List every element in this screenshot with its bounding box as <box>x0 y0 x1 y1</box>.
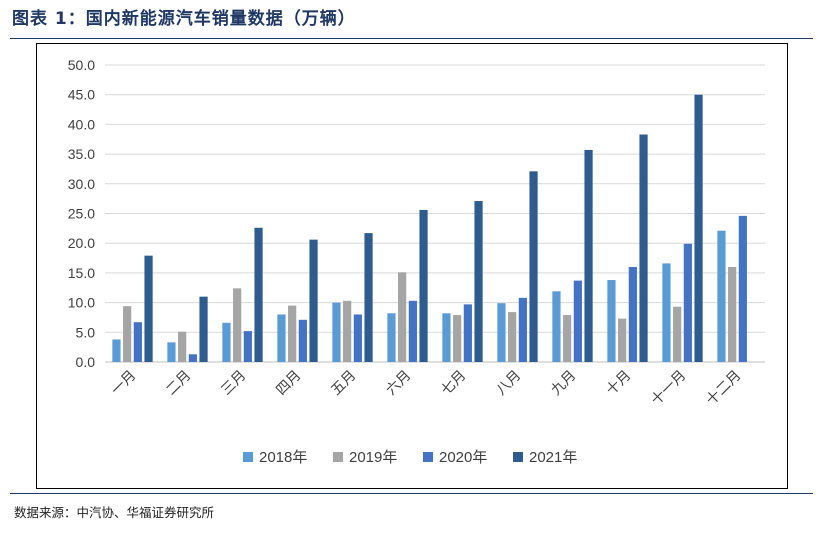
x-tick-label: 五月 <box>328 368 359 399</box>
x-tick-label: 三月 <box>218 368 249 399</box>
bar-2020年-三月 <box>243 331 252 362</box>
legend-label: 2019年 <box>349 449 397 466</box>
bar-2020年-一月 <box>133 322 142 362</box>
source-note: 数据来源：中汽协、华福证券研究所 <box>14 505 215 520</box>
y-tick-label: 40.0 <box>68 116 95 132</box>
bar-2019年-一月 <box>123 306 132 362</box>
y-tick-label: 0.0 <box>76 354 96 370</box>
bar-2021年-十月 <box>639 134 648 362</box>
legend-swatch <box>243 452 253 462</box>
bar-2018年-一月 <box>112 339 121 362</box>
bar-2020年-七月 <box>463 304 472 362</box>
bar-2020年-六月 <box>408 300 417 362</box>
bar-2019年-十一月 <box>673 306 682 362</box>
bar-2020年-二月 <box>188 354 197 362</box>
bar-2019年-八月 <box>508 312 517 362</box>
legend-swatch <box>513 452 523 462</box>
y-tick-label: 10.0 <box>68 295 95 311</box>
bar-2018年-四月 <box>277 314 286 362</box>
bar-2018年-五月 <box>332 302 341 362</box>
y-tick-label: 25.0 <box>68 206 95 222</box>
bar-2021年-九月 <box>584 149 593 362</box>
y-tick-label: 45.0 <box>68 87 95 103</box>
bar-2021年-一月 <box>144 255 153 362</box>
bar-2020年-五月 <box>353 314 362 362</box>
bar-2018年-十二月 <box>717 230 726 362</box>
bar-2020年-四月 <box>298 319 307 362</box>
bar-2019年-六月 <box>398 272 407 362</box>
bar-2018年-二月 <box>167 342 176 362</box>
bar-2018年-七月 <box>442 313 451 362</box>
y-tick-label: 35.0 <box>68 146 95 162</box>
bar-2020年-十二月 <box>738 215 747 362</box>
x-tick-label: 四月 <box>273 368 304 399</box>
bar-2019年-十二月 <box>728 266 737 362</box>
y-tick-label: 15.0 <box>68 265 95 281</box>
legend: 2018年 2019年 2020年 2021年 <box>243 449 577 466</box>
bar-2019年-五月 <box>343 300 352 362</box>
bars <box>112 94 747 362</box>
bar-2021年-四月 <box>309 239 318 362</box>
bar-2018年-九月 <box>552 291 561 362</box>
bar-2018年-八月 <box>497 303 506 362</box>
bar-2021年-十一月 <box>694 94 703 362</box>
bar-2019年-四月 <box>288 305 297 362</box>
bar-2018年-六月 <box>387 313 396 362</box>
bar-2019年-七月 <box>453 315 462 362</box>
figure-title: 图表 1：国内新能源汽车销量数据（万辆） <box>12 9 356 29</box>
legend-label: 2021年 <box>529 449 577 466</box>
x-tick-label: 一月 <box>108 368 139 399</box>
x-tick-label: 八月 <box>493 368 524 399</box>
bar-2018年-三月 <box>222 322 231 362</box>
chart-frame: 0.0 5.0 10.0 15.0 20.0 25.0 30.0 35.0 40.0 45.0 50… <box>36 43 788 489</box>
bar-2021年-八月 <box>529 171 538 362</box>
y-tick-label: 30.0 <box>68 176 95 192</box>
x-tick-label: 二月 <box>163 368 194 399</box>
y-tick-label: 20.0 <box>68 235 95 251</box>
bar-2020年-十月 <box>628 266 637 362</box>
y-tick-label: 50.0 <box>68 57 95 73</box>
source-divider <box>10 493 813 494</box>
x-tick-label: 九月 <box>548 368 579 399</box>
bar-2021年-三月 <box>254 227 263 362</box>
bar-2019年-三月 <box>233 288 242 362</box>
bar-2021年-五月 <box>364 233 373 362</box>
legend-swatch <box>333 452 343 462</box>
gridlines <box>105 64 765 363</box>
bar-2018年-十月 <box>607 280 616 362</box>
x-tick-label: 六月 <box>383 368 414 399</box>
x-tick-label: 十一月 <box>648 368 689 409</box>
bar-2020年-十一月 <box>683 243 692 362</box>
y-tick-label: 5.0 <box>76 324 96 340</box>
bar-2019年-九月 <box>563 315 572 362</box>
bar-2021年-七月 <box>474 201 483 362</box>
bar-2021年-二月 <box>199 296 208 362</box>
x-axis: 一月 二月 三月 四月 五月 六月 七月 八月 九月 十月 十一月 十二月 <box>108 368 744 409</box>
bar-2021年-六月 <box>419 209 428 362</box>
bar-chart: 0.0 5.0 10.0 15.0 20.0 25.0 30.0 35.0 40.0 45.0 50… <box>68 57 765 466</box>
bar-2020年-九月 <box>573 280 582 362</box>
bar-2019年-二月 <box>178 331 187 362</box>
bar-2019年-十月 <box>618 318 627 362</box>
x-tick-label: 十月 <box>603 368 634 399</box>
legend-label: 2020年 <box>439 449 487 466</box>
legend-label: 2018年 <box>259 449 307 466</box>
title-divider <box>10 38 813 39</box>
legend-swatch <box>423 452 433 462</box>
x-tick-label: 七月 <box>438 368 469 399</box>
bar-2020年-八月 <box>518 297 527 362</box>
x-tick-label: 十二月 <box>703 368 744 409</box>
bar-2018年-十一月 <box>662 263 671 362</box>
y-axis: 0.0 5.0 10.0 15.0 20.0 25.0 30.0 35.0 40.0 45.0 50… <box>68 57 95 370</box>
